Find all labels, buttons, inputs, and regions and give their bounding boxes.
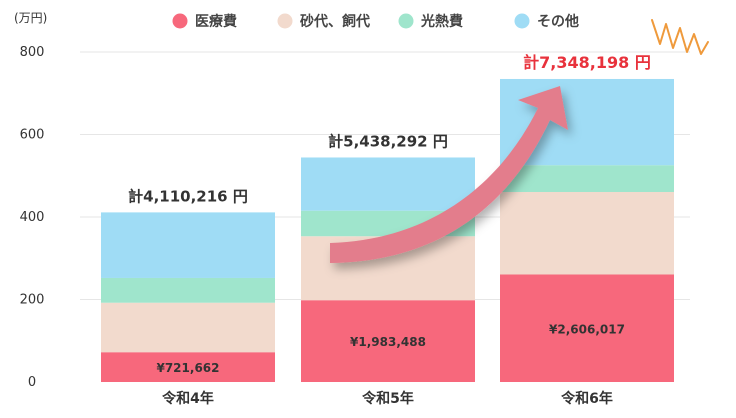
segment-labels: ¥721,662 ¥1,983,488 ¥2,606,017: [156, 322, 624, 375]
bar-segment: [301, 157, 475, 211]
legend-swatch: [172, 13, 188, 29]
legend-label: 医療費: [195, 13, 237, 30]
bar-segment: [101, 277, 275, 303]
bar-segment: [101, 352, 275, 382]
y-tick-label: 0: [28, 375, 36, 390]
x-category-label: 令和5年: [361, 390, 414, 407]
total-label: 計5,438,292 円: [328, 132, 448, 150]
legend-swatch: [514, 13, 530, 29]
y-tick-label: 600: [20, 128, 45, 143]
bar-segment: [101, 302, 275, 353]
y-axis-ticks: 0 200 400 600 800: [20, 45, 45, 390]
bar-segment: [101, 212, 275, 278]
y-tick-label: 800: [20, 45, 45, 60]
legend-swatch: [398, 13, 414, 29]
y-tick-label: 400: [20, 210, 45, 225]
legend-label: 光熱費: [420, 13, 463, 30]
segment-value-label: ¥721,662: [156, 361, 219, 375]
legend-label: その他: [537, 13, 579, 30]
y-tick-label: 200: [20, 293, 45, 308]
sparkle-decoration: [651, 19, 709, 55]
legend-label: 砂代、飼代: [299, 13, 370, 30]
x-axis-labels: 令和4年 令和5年 令和6年: [161, 390, 613, 407]
legend: 医療費 砂代、飼代 光熱費 その他: [172, 13, 579, 30]
segment-value-label: ¥1,983,488: [350, 335, 426, 349]
total-labels: 計4,110,216 円 計5,438,292 円 計7,348,198 円: [128, 53, 651, 205]
total-label: 計7,348,198 円: [523, 53, 651, 72]
x-category-label: 令和6年: [560, 390, 613, 407]
legend-swatch: [277, 13, 293, 29]
bar-segment: [500, 165, 674, 193]
bar-segment: [500, 192, 674, 275]
bar-segment: [301, 300, 475, 382]
x-category-label: 令和4年: [161, 390, 214, 407]
trend-arrow: [330, 86, 568, 263]
segment-value-label: ¥2,606,017: [549, 322, 625, 336]
y-axis-unit: (万円): [14, 11, 47, 25]
bar-segment: [500, 274, 674, 382]
total-label: 計4,110,216 円: [128, 187, 248, 205]
